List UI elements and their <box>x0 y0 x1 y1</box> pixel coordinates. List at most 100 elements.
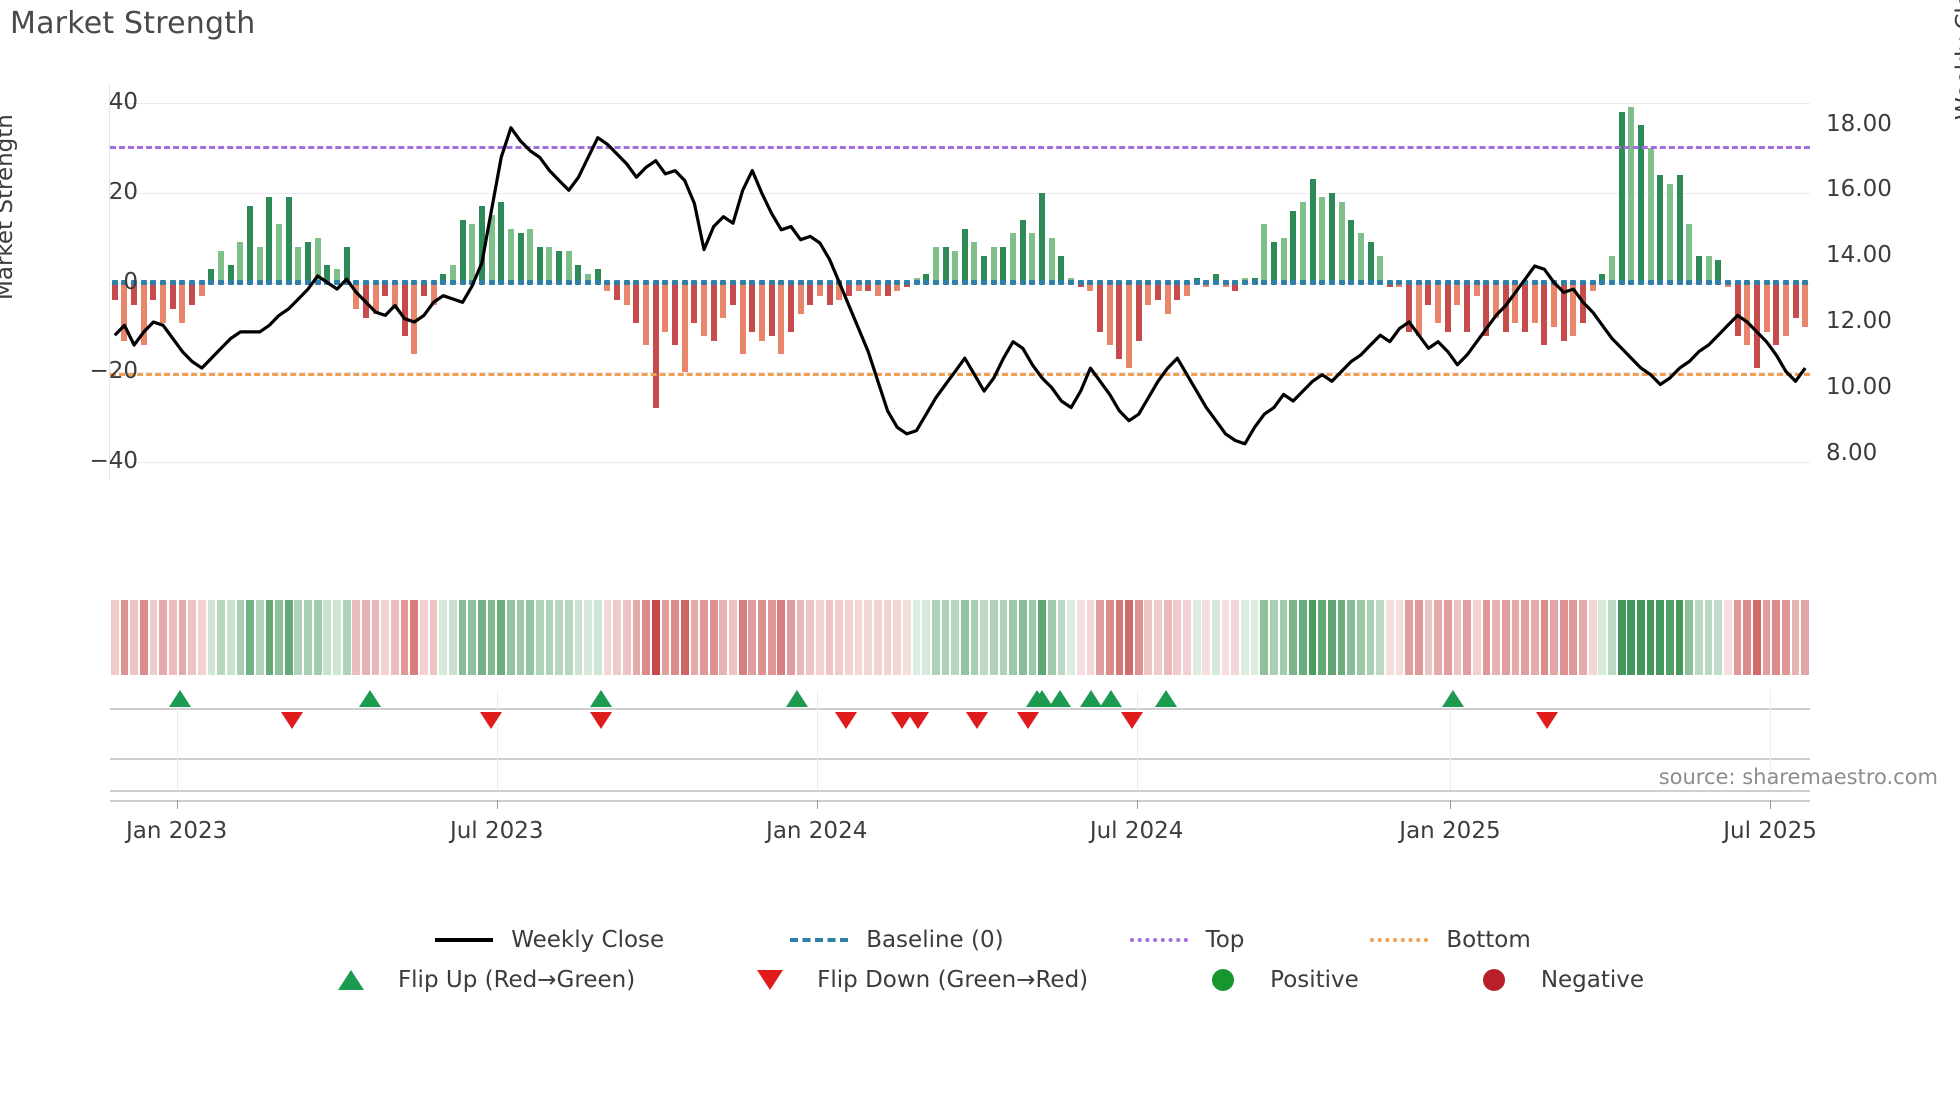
strength-bar <box>1695 255 1702 283</box>
flip-up-marker[interactable] <box>1100 690 1123 707</box>
baseline-tick <box>1435 280 1442 285</box>
strength-bar <box>1734 282 1741 337</box>
reference-line-bottom <box>110 373 1810 377</box>
heat-cell <box>207 600 216 675</box>
heat-cell <box>265 600 274 675</box>
strength-bar <box>1155 282 1161 301</box>
flip-down-marker[interactable] <box>280 712 303 729</box>
legend-item-top[interactable]: Top <box>1124 927 1245 953</box>
baseline-tick <box>111 280 118 285</box>
legend-item-negative[interactable]: Negative <box>1459 967 1644 993</box>
heat-cell <box>420 600 428 675</box>
strength-bar <box>826 282 833 305</box>
baseline-tick <box>1116 280 1123 285</box>
legend-item-positive[interactable]: Positive <box>1188 967 1359 993</box>
heat-cell <box>767 600 776 675</box>
flip-down-marker[interactable] <box>835 712 858 729</box>
x-tick-mark <box>1449 800 1451 809</box>
flip-down-marker[interactable] <box>1535 712 1558 729</box>
flip-up-marker[interactable] <box>1442 690 1464 707</box>
strength-bar <box>845 282 852 296</box>
legend-item-flip-down[interactable]: Flip Down (Green→Red) <box>735 967 1088 993</box>
strength-bar <box>1106 282 1113 346</box>
heat-cell <box>130 600 138 675</box>
baseline-tick <box>179 280 186 285</box>
heat-cell <box>700 600 708 675</box>
strength-bar <box>324 264 331 283</box>
baseline-tick <box>1618 280 1625 285</box>
dotted-line-icon <box>1129 938 1188 942</box>
baseline-tick <box>1531 280 1538 285</box>
legend-item-flip-up[interactable]: Flip Up (Red→Green) <box>316 967 635 993</box>
heat-cell <box>980 600 988 675</box>
strength-bar <box>1097 282 1104 332</box>
flip-up-marker[interactable] <box>1079 690 1102 707</box>
strength-bar <box>430 282 437 305</box>
flip-up-marker[interactable] <box>785 690 808 707</box>
heat-cell <box>284 600 293 675</box>
strength-bar <box>1464 282 1471 332</box>
heat-cell <box>1443 600 1452 675</box>
baseline-tick <box>1193 280 1200 285</box>
legend-label: Top <box>1205 927 1245 953</box>
flip-down-marker[interactable] <box>590 712 613 729</box>
legend-row-markers: Flip Up (Red→Green) Flip Down (Green→Red)… <box>0 960 1960 1000</box>
strength-bar <box>1686 224 1693 283</box>
strength-bar <box>1058 255 1065 283</box>
baseline-tick <box>1183 280 1190 285</box>
baseline-tick <box>565 280 572 285</box>
baseline-tick <box>1734 280 1741 285</box>
heat-cell <box>1260 600 1269 675</box>
baseline-tick <box>652 280 659 285</box>
x-tick-label: Jul 2024 <box>1089 818 1184 844</box>
right-tick-label: 8.00 <box>1826 439 1878 466</box>
strength-bar <box>1628 107 1635 283</box>
strength-bar <box>1647 147 1654 283</box>
baseline-tick <box>198 280 205 285</box>
flip-down-marker[interactable] <box>906 712 929 729</box>
flip-down-marker[interactable] <box>479 712 502 729</box>
heat-cell <box>593 600 602 675</box>
flip-down-marker[interactable] <box>1120 712 1143 729</box>
strength-bar <box>1541 282 1548 346</box>
flip-up-marker[interactable] <box>168 690 191 707</box>
legend-label: Baseline (0) <box>866 927 1004 953</box>
legend-item-bottom[interactable]: Bottom <box>1364 927 1531 953</box>
heat-cell <box>951 600 960 675</box>
legend-item-baseline[interactable]: Baseline (0) <box>784 927 1004 953</box>
baseline-tick <box>739 280 746 285</box>
heat-cell <box>642 600 650 675</box>
baseline-tick <box>1570 280 1577 285</box>
flip-up-marker[interactable] <box>1154 690 1177 707</box>
baseline-tick <box>1637 280 1644 285</box>
flip-up-marker[interactable] <box>590 690 613 707</box>
baseline-tick <box>1541 280 1548 285</box>
baseline-tick <box>353 280 360 285</box>
strength-bar <box>691 282 698 323</box>
strength-bar <box>401 282 408 337</box>
heat-cell <box>758 600 766 675</box>
flip-up-marker[interactable] <box>1030 690 1053 707</box>
baseline-tick <box>1473 280 1480 285</box>
heat-cell <box>1530 600 1539 675</box>
baseline-tick <box>1309 280 1316 285</box>
legend-item-weekly-close[interactable]: Weekly Close <box>429 927 664 953</box>
gridline <box>110 192 1810 194</box>
baseline-tick <box>1203 280 1210 285</box>
flip-down-marker[interactable] <box>1017 712 1039 729</box>
strength-bar <box>874 282 881 296</box>
strength-bar <box>1744 282 1751 346</box>
flip-up-marker[interactable] <box>1049 690 1072 707</box>
baseline-tick <box>932 280 939 285</box>
baseline-tick <box>266 280 273 285</box>
heat-cell <box>1105 600 1114 675</box>
heat-cell <box>1424 600 1433 675</box>
heat-cell <box>584 600 592 675</box>
strength-bar <box>971 242 978 283</box>
strength-bar <box>855 282 862 292</box>
flip-down-marker[interactable] <box>966 712 988 729</box>
strength-bar <box>391 282 398 310</box>
baseline-tick <box>1164 280 1171 285</box>
flip-up-marker[interactable] <box>359 690 382 707</box>
x-tick-label: Jul 2025 <box>1723 818 1817 844</box>
